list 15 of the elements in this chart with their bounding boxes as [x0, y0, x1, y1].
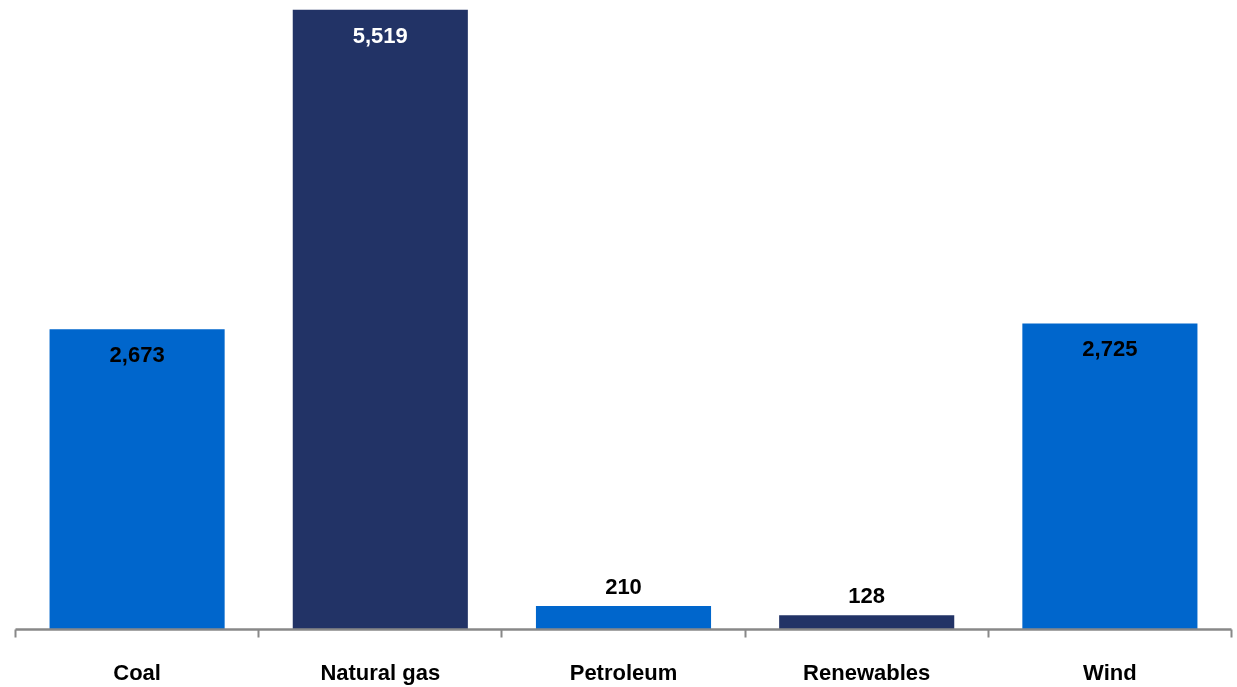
- bar: [779, 615, 955, 630]
- x-tick-label: Natural gas: [320, 659, 441, 685]
- data-label: 128: [848, 583, 886, 609]
- data-label: 5,519: [352, 22, 408, 48]
- x-tick-label: Coal: [113, 659, 161, 685]
- x-tick-label: Petroleum: [569, 659, 678, 685]
- data-label: 2,673: [109, 342, 165, 368]
- bar: [535, 605, 712, 630]
- data-label: 2,725: [1082, 336, 1138, 362]
- data-label: 210: [605, 573, 642, 599]
- bar: [1022, 323, 1198, 630]
- bar: [49, 329, 225, 630]
- x-tick-label: Renewables: [803, 659, 931, 685]
- bar: [292, 9, 468, 630]
- x-tick-label: Wind: [1083, 659, 1137, 685]
